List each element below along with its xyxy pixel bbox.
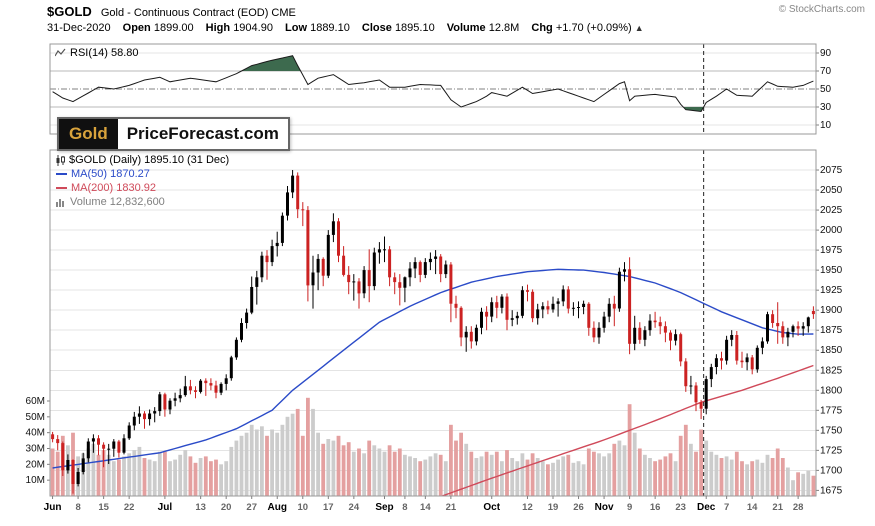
svg-text:1925: 1925 (820, 285, 843, 296)
svg-text:10: 10 (297, 502, 308, 513)
svg-text:2025: 2025 (820, 205, 843, 216)
change-up-arrow-icon: ▲ (634, 23, 644, 33)
svg-text:50M: 50M (26, 412, 45, 423)
svg-text:Sep: Sep (375, 502, 393, 513)
ma200-legend-row: MA(200) 1830.92 (56, 181, 229, 195)
svg-text:14: 14 (747, 502, 758, 513)
stockcharts-attribution: © StockCharts.com (778, 4, 865, 15)
svg-text:27: 27 (246, 502, 257, 513)
svg-text:Jul: Jul (158, 502, 173, 513)
quote-change: Chg +1.70 (+0.09%) (531, 22, 632, 34)
main-legend: $GOLD (Daily) 1895.10 (31 Dec) MA(50) 18… (56, 153, 229, 209)
svg-text:14: 14 (420, 502, 431, 513)
rsi-line (52, 55, 814, 113)
quote-high: High 1904.90 (205, 22, 273, 34)
svg-text:8: 8 (75, 502, 80, 513)
ma200-line (440, 364, 814, 496)
ma200-line-sample (56, 187, 67, 189)
volume-bars (50, 397, 816, 496)
svg-text:1875: 1875 (820, 325, 843, 336)
rsi-legend-text: RSI(14) 58.80 (70, 47, 139, 59)
svg-text:20: 20 (221, 502, 232, 513)
symbol: $GOLD (47, 4, 92, 19)
svg-text:30M: 30M (26, 444, 45, 455)
svg-text:40M: 40M (26, 428, 45, 439)
svg-text:70: 70 (820, 66, 832, 77)
candles (51, 170, 815, 494)
quote-open: Open 1899.00 (122, 22, 194, 34)
svg-text:Oct: Oct (483, 502, 500, 513)
svg-text:9: 9 (627, 502, 632, 513)
svg-text:1775: 1775 (820, 405, 843, 416)
price-panel: 2075 2050 2025 2000 1975 1950 1925 1900 1875 1850… (26, 149, 843, 513)
svg-text:12: 12 (522, 502, 533, 513)
svg-text:24: 24 (349, 502, 360, 513)
ma200-legend-label: MA(200) 1830.92 (71, 182, 156, 194)
quote-volume: Volume 12.8M (446, 22, 520, 34)
svg-text:Jun: Jun (44, 502, 62, 513)
svg-text:2075: 2075 (820, 165, 843, 176)
watermark-site-label: PriceForecast.com (117, 119, 288, 149)
svg-text:60M: 60M (26, 396, 45, 407)
ma50-line-sample (56, 173, 67, 175)
svg-text:2000: 2000 (820, 225, 843, 236)
svg-text:1700: 1700 (820, 465, 843, 476)
svg-text:1800: 1800 (820, 385, 843, 396)
svg-text:Aug: Aug (268, 502, 287, 513)
svg-text:90: 90 (820, 48, 832, 59)
svg-text:30: 30 (820, 102, 832, 113)
svg-text:23: 23 (675, 502, 686, 513)
svg-text:1675: 1675 (820, 485, 843, 496)
svg-text:20M: 20M (26, 459, 45, 470)
svg-text:26: 26 (573, 502, 584, 513)
watermark-gold-label: Gold (59, 119, 118, 149)
svg-text:22: 22 (124, 502, 135, 513)
svg-text:8: 8 (402, 502, 407, 513)
volume-legend-row: Volume 12,832,600 (56, 195, 229, 209)
svg-text:1725: 1725 (820, 445, 843, 456)
volume-bars-icon (56, 198, 64, 207)
volume-axis-labels: 60M 50M 40M 30M 20M 10M (26, 396, 50, 486)
ma50-legend-row: MA(50) 1870.27 (56, 167, 229, 181)
svg-text:1975: 1975 (820, 245, 843, 256)
symbol-description: Gold - Continuous Contract (EOD) CME (100, 7, 296, 19)
svg-text:21: 21 (446, 502, 457, 513)
svg-text:13: 13 (195, 502, 206, 513)
svg-text:1750: 1750 (820, 425, 843, 436)
svg-text:15: 15 (98, 502, 109, 513)
svg-text:1950: 1950 (820, 265, 843, 276)
svg-text:10: 10 (820, 120, 832, 131)
ma50-legend-label: MA(50) 1870.27 (71, 168, 150, 180)
svg-text:Dec: Dec (697, 502, 716, 513)
indicator-squiggle-icon (55, 48, 66, 57)
series-legend-row: $GOLD (Daily) 1895.10 (31 Dec) (56, 153, 229, 167)
svg-text:Nov: Nov (595, 502, 614, 513)
svg-text:50: 50 (820, 84, 832, 95)
svg-text:7: 7 (724, 502, 729, 513)
series-legend-label: $GOLD (Daily) 1895.10 (31 Dec) (69, 154, 230, 166)
svg-text:28: 28 (793, 502, 804, 513)
svg-text:1825: 1825 (820, 365, 843, 376)
priceforecast-watermark: Gold PriceForecast.com (57, 117, 290, 151)
volume-legend-label: Volume 12,832,600 (70, 196, 165, 208)
quote-date: 31-Dec-2020 (47, 22, 111, 34)
candlestick-icon (56, 154, 65, 166)
svg-text:1900: 1900 (820, 305, 843, 316)
svg-text:19: 19 (548, 502, 559, 513)
svg-text:16: 16 (650, 502, 661, 513)
chart-header: © StockCharts.com $GOLD Gold - Continuou… (47, 4, 865, 34)
svg-text:2050: 2050 (820, 185, 843, 196)
svg-text:10M: 10M (26, 475, 45, 486)
svg-text:21: 21 (772, 502, 783, 513)
x-axis-labels: Jun 8 15 22 Jul 13 20 27 Aug 10 17 24 Sep 8 14 21 Oct 12 1… (44, 496, 804, 513)
svg-text:1850: 1850 (820, 345, 843, 356)
rsi-legend: RSI(14) 58.80 (55, 47, 139, 59)
quote-line: 31-Dec-2020 Open 1899.00 High 1904.90 Lo… (47, 22, 865, 34)
quote-close: Close 1895.10 (361, 22, 435, 34)
quote-low: Low 1889.10 (285, 22, 350, 34)
svg-text:17: 17 (323, 502, 334, 513)
ma50-line (52, 268, 814, 469)
